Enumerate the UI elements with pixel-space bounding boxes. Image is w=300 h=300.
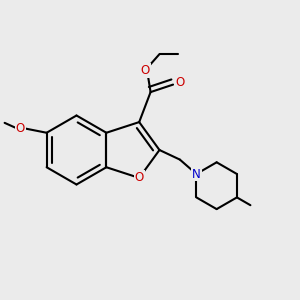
Text: O: O (135, 171, 144, 184)
Text: O: O (16, 122, 25, 135)
Text: O: O (141, 64, 150, 77)
Text: N: N (192, 167, 201, 181)
Text: O: O (175, 76, 184, 89)
